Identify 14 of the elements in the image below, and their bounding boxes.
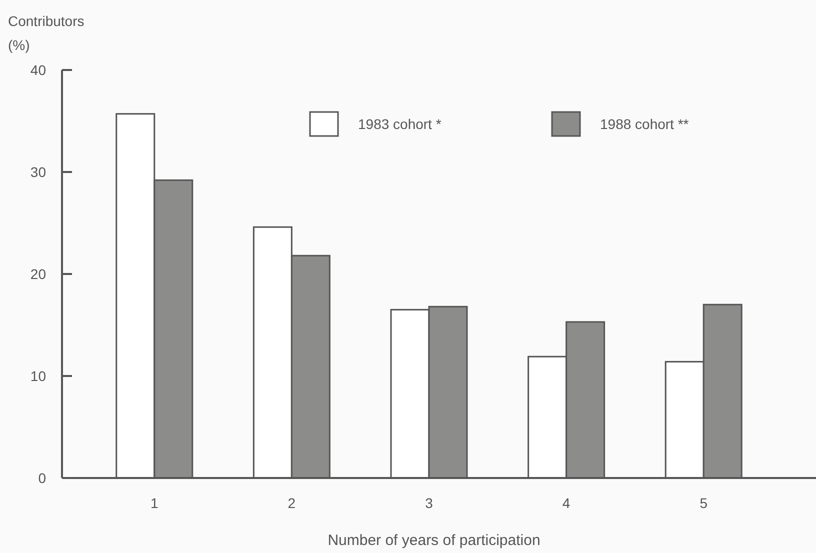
y-tick-label: 0 — [38, 470, 46, 486]
x-tick-label: 1 — [150, 495, 158, 511]
legend-label: 1983 cohort * — [358, 116, 442, 132]
x-tick-label: 3 — [425, 495, 434, 511]
x-tick-label: 5 — [700, 495, 708, 511]
y-tick-label: 10 — [30, 368, 46, 384]
x-axis-title: Number of years of participation — [328, 532, 540, 549]
y-axis-title: Contributors (%) — [8, 13, 84, 53]
y-tick-label: 40 — [30, 62, 46, 78]
x-tick-label: 2 — [288, 495, 296, 511]
y-tick-label: 20 — [30, 266, 46, 282]
legend-label: 1988 cohort ** — [600, 116, 690, 132]
x-tick-label: 4 — [562, 495, 570, 511]
y-tick-label: 30 — [30, 164, 46, 180]
